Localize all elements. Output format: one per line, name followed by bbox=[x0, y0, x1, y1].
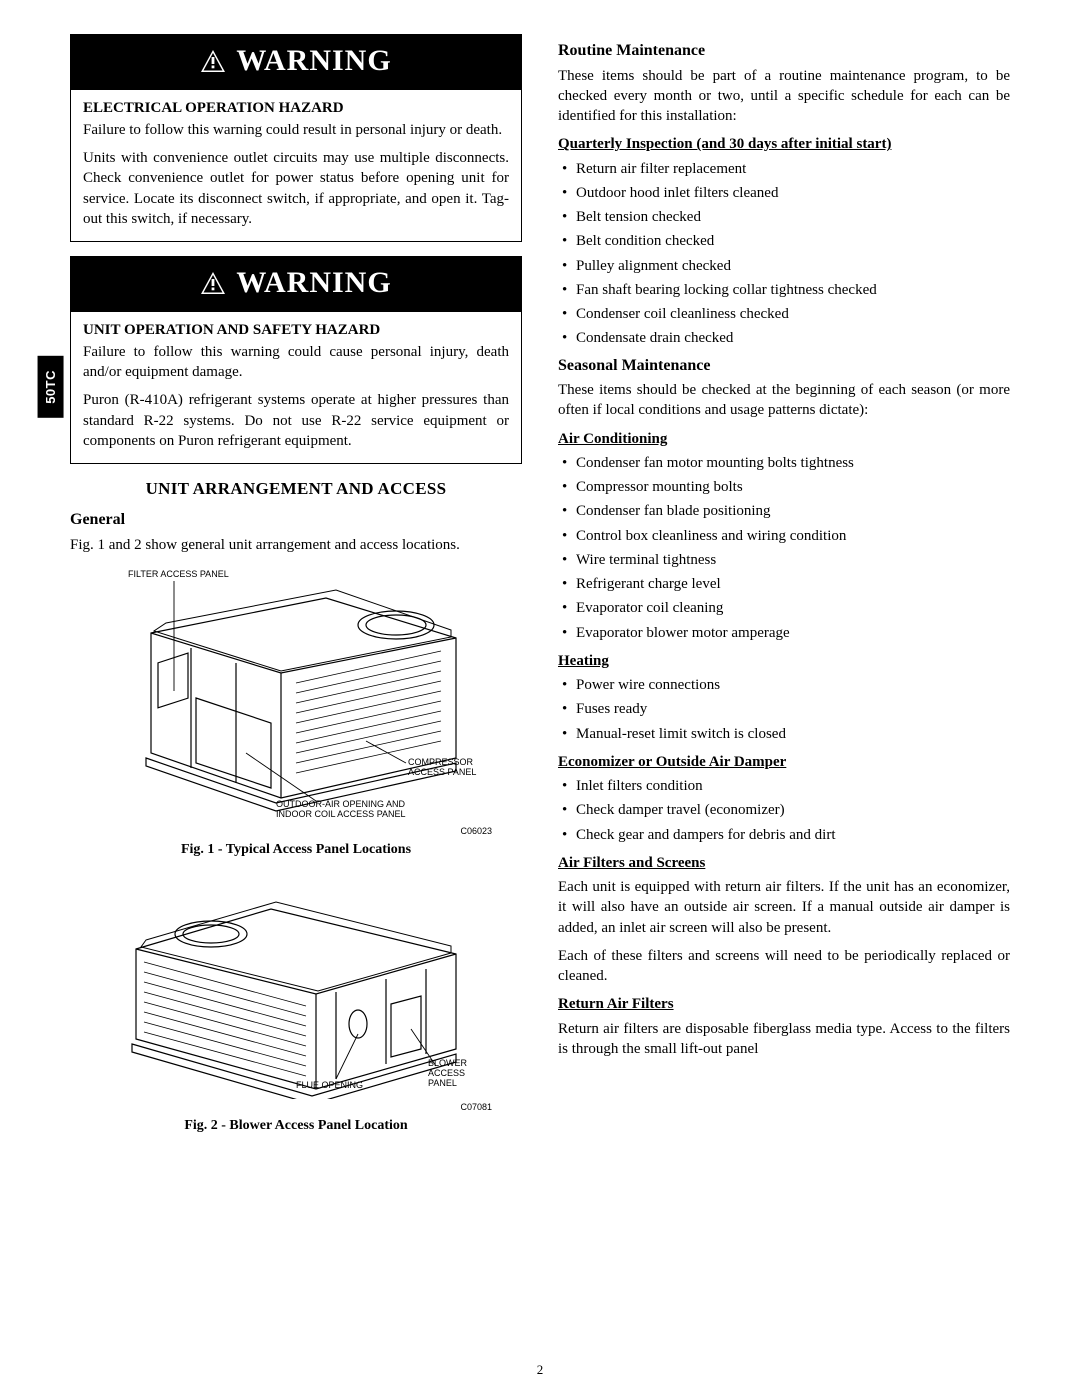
list-item: Condenser fan blade positioning bbox=[562, 501, 1010, 521]
list-item: Inlet filters condition bbox=[562, 776, 1010, 796]
list-item: Condenser coil cleanliness checked bbox=[562, 304, 1010, 324]
filters-heading: Air Filters and Screens bbox=[558, 853, 1010, 873]
label-flue: FLUE OPENING bbox=[296, 1080, 363, 1090]
label-compressor-2: ACCESS PANEL bbox=[408, 767, 476, 777]
alert-triangle-icon bbox=[200, 271, 226, 295]
list-item: Belt tension checked bbox=[562, 207, 1010, 227]
figure-2-caption: Fig. 2 - Blower Access Panel Location bbox=[70, 1117, 522, 1136]
unit-diagram-1: FILTER ACCESS PANEL COMPRESSOR ACCESS PA… bbox=[96, 563, 496, 823]
routine-heading: Routine Maintenance bbox=[558, 40, 1010, 62]
general-text: Fig. 1 and 2 show general unit arrangeme… bbox=[70, 535, 522, 555]
warning-box-unit-operation: WARNING UNIT OPERATION AND SAFETY HAZARD… bbox=[70, 256, 522, 464]
ac-list: Condenser fan motor mounting bolts tight… bbox=[558, 453, 1010, 643]
filters-p1: Each unit is equipped with return air fi… bbox=[558, 877, 1010, 938]
list-item: Compressor mounting bolts bbox=[562, 477, 1010, 497]
label-outdoor-2: INDOOR COIL ACCESS PANEL bbox=[276, 809, 406, 819]
list-item: Control box cleanliness and wiring condi… bbox=[562, 526, 1010, 546]
hazard-title: UNIT OPERATION AND SAFETY HAZARD bbox=[83, 320, 509, 340]
econ-list: Inlet filters condition Check damper tra… bbox=[558, 776, 1010, 845]
warning-text: Puron (R-410A) refrigerant systems opera… bbox=[83, 390, 509, 451]
warning-banner: WARNING bbox=[71, 35, 521, 90]
figure-1-code: C06023 bbox=[70, 825, 522, 837]
left-column: WARNING ELECTRICAL OPERATION HAZARD Fail… bbox=[70, 34, 522, 1140]
general-heading: General bbox=[70, 509, 522, 531]
list-item: Refrigerant charge level bbox=[562, 574, 1010, 594]
list-item: Evaporator blower motor amperage bbox=[562, 623, 1010, 643]
figure-2-code: C07081 bbox=[70, 1101, 522, 1113]
section-heading: UNIT ARRANGEMENT AND ACCESS bbox=[70, 478, 522, 501]
list-item: Wire terminal tightness bbox=[562, 550, 1010, 570]
page-number: 2 bbox=[0, 1361, 1080, 1379]
unit-diagram-2: FLUE OPENING BLOWER ACCESS PANEL bbox=[96, 874, 496, 1099]
list-item: Belt condition checked bbox=[562, 231, 1010, 251]
list-item: Pulley alignment checked bbox=[562, 256, 1010, 276]
list-item: Outdoor hood inlet filters cleaned bbox=[562, 183, 1010, 203]
list-item: Condensate drain checked bbox=[562, 328, 1010, 348]
side-tab: 50TC bbox=[38, 356, 64, 418]
list-item: Check damper travel (economizer) bbox=[562, 800, 1010, 820]
alert-triangle-icon bbox=[200, 49, 226, 73]
label-blower-3: PANEL bbox=[428, 1078, 457, 1088]
econ-heading: Economizer or Outside Air Damper bbox=[558, 752, 1010, 772]
return-p: Return air filters are disposable fiberg… bbox=[558, 1019, 1010, 1060]
figure-1-caption: Fig. 1 - Typical Access Panel Locations bbox=[70, 841, 522, 860]
quarterly-heading: Quarterly Inspection (and 30 days after … bbox=[558, 134, 1010, 154]
list-item: Evaporator coil cleaning bbox=[562, 598, 1010, 618]
right-column: Routine Maintenance These items should b… bbox=[558, 34, 1010, 1140]
warning-text: Units with convenience outlet circuits m… bbox=[83, 148, 509, 229]
page-columns: WARNING ELECTRICAL OPERATION HAZARD Fail… bbox=[70, 34, 1010, 1140]
list-item: Condenser fan motor mounting bolts tight… bbox=[562, 453, 1010, 473]
return-heading: Return Air Filters bbox=[558, 994, 1010, 1014]
seasonal-intro: These items should be checked at the beg… bbox=[558, 380, 1010, 421]
ac-heading: Air Conditioning bbox=[558, 429, 1010, 449]
warning-banner-text: WARNING bbox=[236, 41, 391, 82]
warning-banner-text: WARNING bbox=[236, 263, 391, 304]
hazard-title: ELECTRICAL OPERATION HAZARD bbox=[83, 98, 509, 118]
heating-list: Power wire connections Fuses ready Manua… bbox=[558, 675, 1010, 744]
warning-lead: Failure to follow this warning could res… bbox=[83, 120, 509, 140]
list-item: Return air filter replacement bbox=[562, 159, 1010, 179]
list-item: Power wire connections bbox=[562, 675, 1010, 695]
seasonal-heading: Seasonal Maintenance bbox=[558, 355, 1010, 377]
warning-body: ELECTRICAL OPERATION HAZARD Failure to f… bbox=[71, 90, 521, 242]
routine-intro: These items should be part of a routine … bbox=[558, 66, 1010, 127]
list-item: Check gear and dampers for debris and di… bbox=[562, 825, 1010, 845]
list-item: Fuses ready bbox=[562, 699, 1010, 719]
heating-heading: Heating bbox=[558, 651, 1010, 671]
label-compressor-1: COMPRESSOR bbox=[408, 757, 474, 767]
label-blower-2: ACCESS bbox=[428, 1068, 465, 1078]
warning-lead: Failure to follow this warning could cau… bbox=[83, 342, 509, 383]
list-item: Fan shaft bearing locking collar tightne… bbox=[562, 280, 1010, 300]
label-blower-1: BLOWER bbox=[428, 1058, 468, 1068]
filters-p2: Each of these filters and screens will n… bbox=[558, 946, 1010, 987]
label-outdoor-1: OUTDOOR-AIR OPENING AND bbox=[276, 799, 406, 809]
warning-body: UNIT OPERATION AND SAFETY HAZARD Failure… bbox=[71, 312, 521, 464]
warning-box-electrical: WARNING ELECTRICAL OPERATION HAZARD Fail… bbox=[70, 34, 522, 242]
figure-1: FILTER ACCESS PANEL COMPRESSOR ACCESS PA… bbox=[70, 563, 522, 860]
label-filter: FILTER ACCESS PANEL bbox=[128, 569, 229, 579]
quarterly-list: Return air filter replacement Outdoor ho… bbox=[558, 159, 1010, 349]
warning-banner: WARNING bbox=[71, 257, 521, 312]
figure-2: FLUE OPENING BLOWER ACCESS PANEL C07081 … bbox=[70, 874, 522, 1136]
list-item: Manual-reset limit switch is closed bbox=[562, 724, 1010, 744]
